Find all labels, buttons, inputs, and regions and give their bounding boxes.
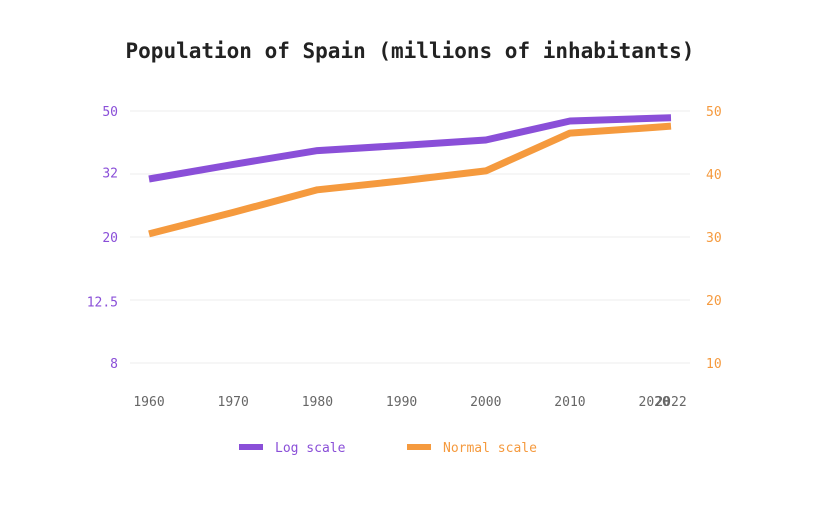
right-tick-label: 10 <box>706 357 722 372</box>
x-tick-label: 1970 <box>218 395 249 410</box>
legend-label-log-scale: Log scale <box>275 441 346 456</box>
series-line-log-scale <box>148 114 672 183</box>
x-tick-label: 1960 <box>133 395 164 410</box>
x-tick-label: 1990 <box>386 395 417 410</box>
x-tick-label: 2000 <box>470 395 501 410</box>
right-tick-label: 40 <box>706 168 722 183</box>
x-tick-label: 2022 <box>655 395 686 410</box>
left-tick-label: 8 <box>110 357 118 372</box>
legend: Log scale Normal scale <box>239 441 537 456</box>
left-tick-label: 12.5 <box>87 296 118 311</box>
grid-lines <box>130 110 690 364</box>
left-tick-label: 20 <box>102 231 118 246</box>
series-lines <box>148 114 672 238</box>
x-tick-label: 1980 <box>302 395 333 410</box>
series-line-normal-scale <box>148 122 672 238</box>
right-tick-label: 30 <box>706 231 722 246</box>
left-tick-label: 32 <box>102 166 118 181</box>
x-tick-label: 2010 <box>554 395 585 410</box>
right-tick-label: 50 <box>706 105 722 120</box>
chart-title: Population of Spain (millions of inhabit… <box>126 39 695 63</box>
left-tick-label: 50 <box>102 105 118 120</box>
right-tick-label: 20 <box>706 294 722 309</box>
legend-item-log-scale[interactable]: Log scale <box>239 441 346 456</box>
legend-item-normal-scale[interactable]: Normal scale <box>407 441 537 456</box>
legend-label-normal-scale: Normal scale <box>443 441 537 456</box>
left-axis-ticks: 8 12.5 20 32 50 <box>87 105 118 372</box>
x-tick-label: 2020 <box>639 395 670 410</box>
right-axis-ticks: 10 20 30 40 50 <box>706 105 722 372</box>
